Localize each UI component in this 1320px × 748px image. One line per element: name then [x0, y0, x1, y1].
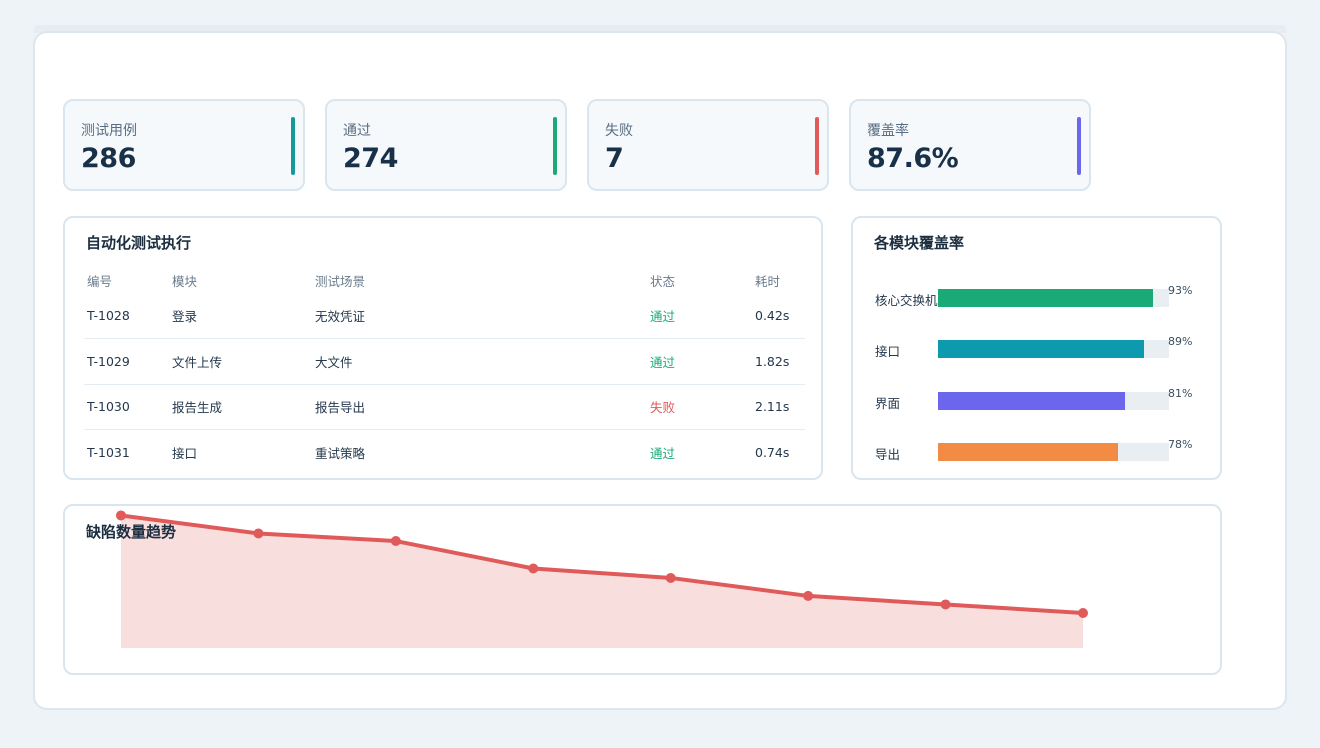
kpi-value: 274	[343, 143, 398, 174]
trend-point[interactable]	[116, 510, 126, 521]
cell-scenario: 报告导出	[312, 384, 647, 430]
coverage-label: 接口	[875, 344, 901, 359]
cell-duration: 0.74s	[755, 445, 790, 460]
cell-duration: 0.42s	[752, 293, 805, 339]
coverage-row: 界面 81%	[875, 387, 1205, 412]
kpi-accent-bar	[815, 117, 819, 175]
coverage-fill	[938, 340, 1144, 358]
coverage-row: 接口 89%	[875, 335, 1205, 360]
cell-status: 通过	[647, 338, 752, 385]
coverage-track	[938, 443, 1169, 461]
cell-duration: 2.11s	[752, 384, 805, 430]
col-header-scenario: 测试场景	[315, 274, 366, 289]
table-row[interactable]: T-1028 登录 无效凭证 通过 0.42s	[84, 293, 805, 339]
table-header-row: 编号 模块 测试场景 状态 耗时	[84, 268, 805, 293]
coverage-percent: 89%	[1168, 335, 1193, 348]
kpi-card-fail: 失败 7	[587, 99, 829, 191]
col-header-duration: 耗时	[755, 274, 781, 289]
kpi-label: 失败	[605, 123, 633, 139]
trend-point[interactable]	[665, 572, 676, 583]
coverage-track	[938, 392, 1169, 410]
coverage-label: 导出	[875, 447, 901, 462]
table-row[interactable]: T-1029 文件上传 大文件 通过 1.82s	[84, 338, 805, 385]
trend-point[interactable]	[390, 536, 401, 547]
coverage-fill	[938, 443, 1119, 461]
cell-scenario: 重试策略	[315, 446, 366, 461]
kpi-card-total: 测试用例 286	[63, 99, 305, 191]
kpi-card-pass: 通过 274	[325, 99, 567, 191]
kpi-card-coverage: 覆盖率 87.6%	[849, 99, 1091, 191]
coverage-percent: 81%	[1168, 387, 1193, 400]
kpi-label: 通过	[343, 123, 371, 139]
trend-area	[121, 515, 1083, 648]
cell-id: T-1028	[84, 293, 169, 339]
defect-trend-card: 缺陷数量趋势	[63, 504, 1222, 675]
test-execution-table: 编号 模块 测试场景 状态 耗时 T-1028 登录 无效凭证 通过 0.42s…	[84, 268, 805, 475]
kpi-value: 7	[605, 143, 624, 174]
cell-status: 失败	[647, 384, 752, 430]
trend-point[interactable]	[253, 528, 264, 539]
cell-id: T-1030	[84, 384, 169, 430]
coverage-label: 界面	[875, 396, 901, 411]
coverage-row: 核心交换机 93%	[875, 284, 1205, 309]
table-row[interactable]: T-1030 报告生成 报告导出 失败 2.11s	[84, 384, 805, 430]
coverage-row: 导出 78%	[875, 438, 1205, 463]
coverage-label: 核心交换机	[875, 293, 938, 308]
cell-module: 文件上传	[169, 338, 312, 385]
coverage-percent: 93%	[1168, 284, 1193, 297]
col-header-id: 编号	[87, 274, 113, 289]
coverage-fill	[938, 289, 1153, 307]
cell-scenario: 大文件	[312, 338, 647, 385]
coverage-track	[938, 340, 1169, 358]
kpi-value: 286	[81, 143, 136, 174]
defect-trend-title: 缺陷数量趋势	[86, 523, 177, 541]
cell-module: 接口	[172, 446, 198, 461]
trend-line	[120, 513, 1084, 615]
cell-duration: 1.82s	[752, 338, 805, 385]
coverage-fill	[938, 392, 1126, 410]
kpi-accent-bar	[291, 117, 295, 175]
window-top-strip	[34, 25, 1286, 33]
trend-point[interactable]	[528, 563, 539, 574]
kpi-label: 测试用例	[81, 123, 137, 139]
kpi-accent-bar	[1077, 117, 1081, 175]
trend-point[interactable]	[803, 590, 814, 601]
test-execution-title: 自动化测试执行	[86, 234, 192, 252]
coverage-title: 各模块覆盖率	[874, 234, 965, 252]
cell-module: 登录	[169, 293, 312, 339]
kpi-accent-bar	[553, 117, 557, 175]
table-row[interactable]: T-1031 接口 重试策略 通过 0.74s	[84, 430, 805, 476]
coverage-card: 各模块覆盖率 核心交换机 93% 接口 89% 界面 81% 导出 78%	[851, 216, 1222, 480]
cell-module: 报告生成	[169, 384, 312, 430]
defect-trend-chart	[116, 510, 1088, 648]
kpi-label: 覆盖率	[867, 123, 909, 139]
coverage-percent: 78%	[1168, 438, 1193, 451]
test-execution-card: 自动化测试执行 编号 模块 测试场景 状态 耗时 T-1028 登录 无效凭证 …	[63, 216, 823, 480]
col-header-module: 模块	[172, 274, 198, 289]
cell-id: T-1029	[84, 338, 169, 385]
cell-id: T-1031	[87, 445, 130, 460]
cell-status: 通过	[650, 446, 676, 461]
col-header-status: 状态	[650, 274, 676, 289]
kpi-value: 87.6%	[867, 143, 959, 174]
trend-point[interactable]	[1078, 607, 1088, 618]
coverage-track	[938, 289, 1169, 307]
cell-scenario: 无效凭证	[312, 293, 647, 339]
trend-point[interactable]	[940, 599, 951, 610]
cell-status: 通过	[647, 293, 752, 339]
